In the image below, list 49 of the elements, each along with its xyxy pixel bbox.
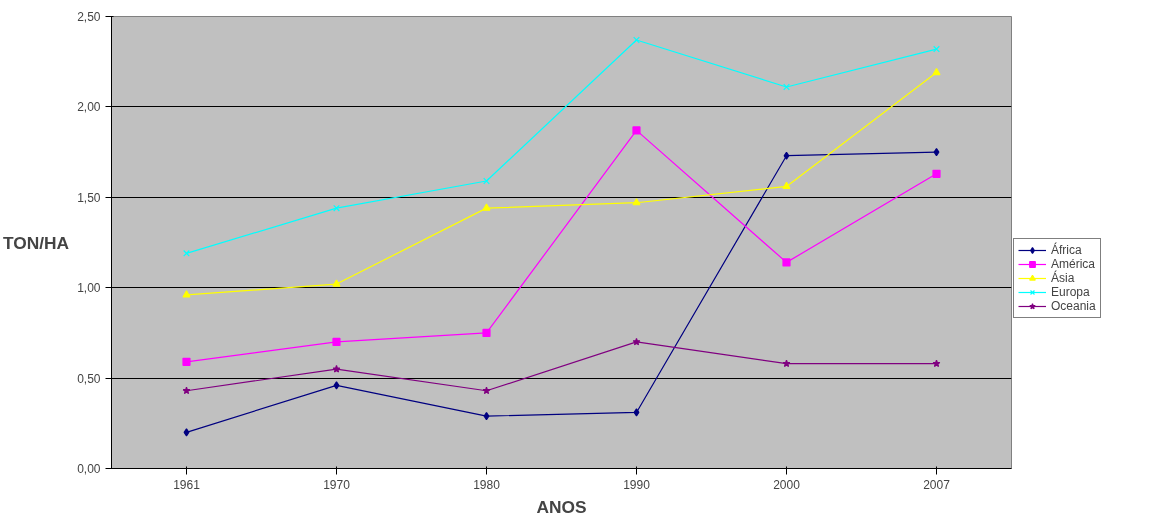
legend-label: América xyxy=(1051,257,1096,271)
point xyxy=(933,148,940,157)
point xyxy=(782,181,791,190)
point xyxy=(483,411,490,421)
y-tick-label: 0,00 xyxy=(77,462,101,476)
y-tick-label: 1,50 xyxy=(77,190,101,205)
point xyxy=(932,359,941,368)
point xyxy=(632,198,641,206)
point xyxy=(332,364,341,373)
point xyxy=(633,36,640,44)
point xyxy=(182,386,191,395)
point xyxy=(482,328,491,337)
point xyxy=(483,177,490,185)
x-tick-label: 1961 xyxy=(173,477,201,492)
legend-label: Ásia xyxy=(1051,271,1075,285)
point xyxy=(632,337,641,346)
point xyxy=(932,67,941,76)
point xyxy=(182,290,191,298)
y-tick-label: 2,50 xyxy=(77,10,101,24)
point xyxy=(183,249,190,257)
y-tick-label: 1,00 xyxy=(77,281,101,296)
point xyxy=(782,359,791,368)
point xyxy=(932,169,941,178)
point xyxy=(782,258,791,267)
point xyxy=(183,428,190,437)
point xyxy=(632,126,641,135)
x-tick-label: 2000 xyxy=(773,477,801,492)
legend-label: África xyxy=(1051,243,1082,257)
point xyxy=(933,45,940,53)
y-tick-label: 0,50 xyxy=(77,371,101,386)
x-tick-label: 2007 xyxy=(923,477,951,492)
point xyxy=(783,83,790,91)
point xyxy=(783,151,790,160)
point xyxy=(332,279,341,287)
x-tick-label: 1970 xyxy=(323,477,351,492)
x-tick-label: 1990 xyxy=(623,477,651,492)
x-axis-title: ANOS xyxy=(536,496,587,517)
legend-label: Europa xyxy=(1051,285,1090,299)
point xyxy=(332,337,341,347)
point xyxy=(182,357,191,366)
x-tick-label: 1980 xyxy=(473,477,501,492)
y-tick-label: 2,00 xyxy=(77,100,101,115)
point xyxy=(482,203,491,211)
legend-label: Oceania xyxy=(1051,299,1096,313)
point xyxy=(633,408,640,417)
point xyxy=(333,381,340,390)
point xyxy=(482,386,491,395)
point xyxy=(333,204,340,212)
y-axis-title: TON/HA xyxy=(3,232,70,253)
